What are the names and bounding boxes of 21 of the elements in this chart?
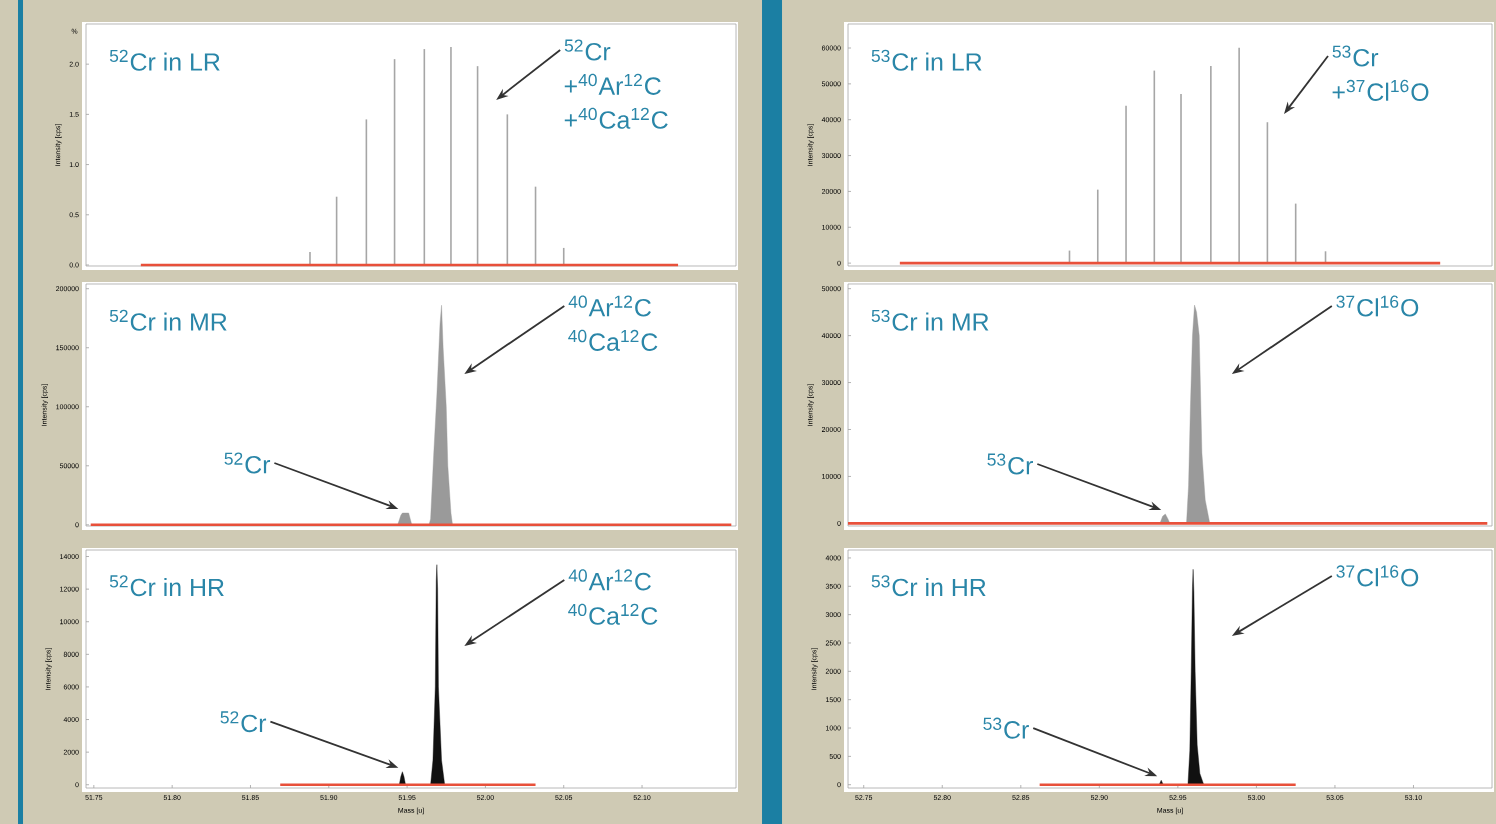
text: $^{53}$Cr in MR	[871, 309, 989, 331]
annotation: +$^{40}$Ca$^{12}$C	[564, 107, 668, 129]
text: $^{52}$Cr in LR	[109, 49, 220, 71]
annotation: +$^{37}$Cl$^{16}$O	[1332, 79, 1429, 101]
annotation: +$^{40}$Ar$^{12}$C	[564, 73, 661, 95]
text: $^{52}$Cr in MR	[109, 309, 227, 331]
annotation: $^{53}$Cr	[987, 453, 1033, 475]
annotation: $^{40}$Ca$^{12}$C	[568, 603, 658, 625]
annotation: $^{53}$Cr	[983, 717, 1029, 739]
annotation: $^{53}$Cr	[1332, 45, 1379, 67]
annotation: $^{52}$Cr	[224, 452, 271, 474]
annotation: $^{40}$Ar$^{12}$C	[568, 295, 651, 317]
annotation: $^{37}$Cl$^{16}$O	[1336, 295, 1419, 317]
annotation: $^{52}$Cr	[564, 39, 611, 61]
annotation: $^{40}$Ca$^{12}$C	[568, 329, 658, 351]
annotation: $^{52}$Cr	[220, 711, 267, 733]
text: $^{52}$Cr in HR	[109, 575, 224, 597]
text: $^{53}$Cr in LR	[871, 49, 982, 71]
text: $^{53}$Cr in HR	[871, 575, 986, 597]
annotation: $^{40}$Ar$^{12}$C	[568, 569, 651, 591]
annotation: $^{37}$Cl$^{16}$O	[1336, 565, 1419, 587]
